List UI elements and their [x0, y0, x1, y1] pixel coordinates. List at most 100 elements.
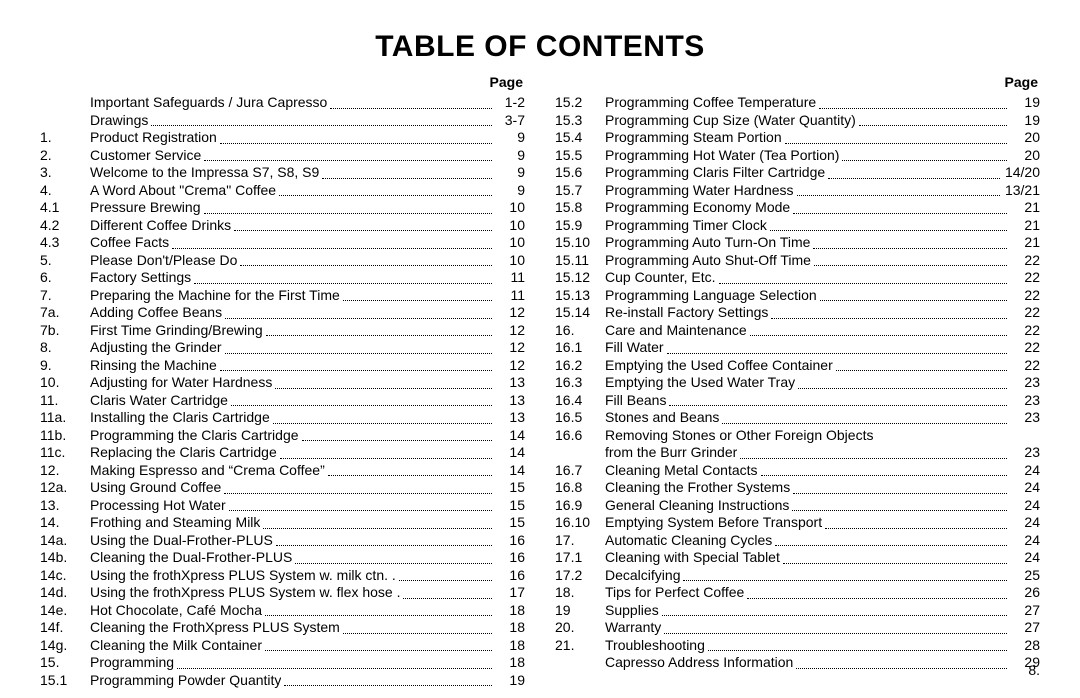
dot-leader	[683, 580, 1007, 581]
dot-leader	[172, 248, 492, 249]
toc-entry-label: Fill Water	[605, 339, 664, 357]
toc-entry: 9.Rinsing the Machine12	[40, 357, 525, 375]
toc-entry-label: Tips for Perfect Coffee	[605, 584, 744, 602]
toc-entry-label: Programming Water Hardness	[605, 182, 794, 200]
toc-entry-label: Replacing the Claris Cartridge	[90, 444, 277, 462]
dot-leader	[225, 353, 492, 354]
toc-entry: 12.Making Espresso and “Crema Coffee”14	[40, 462, 525, 480]
toc-entry-number: 15.12	[555, 269, 605, 287]
toc-entry-number: 4.1	[40, 199, 90, 217]
toc-entry: 15.14Re-install Factory Settings22	[555, 304, 1040, 322]
toc-entry: 7.Preparing the Machine for the First Ti…	[40, 287, 525, 305]
dot-leader	[280, 458, 492, 459]
toc-entry-number: 15.5	[555, 147, 605, 165]
dot-leader	[234, 230, 492, 231]
toc-entry-label: Making Espresso and “Crema Coffee”	[90, 462, 325, 480]
toc-entry-number: 20.	[555, 619, 605, 637]
toc-entry-label: Product Registration	[90, 129, 217, 147]
dot-leader	[231, 405, 492, 406]
toc-entry: 17.1Cleaning with Special Tablet24	[555, 549, 1040, 567]
toc-entry-page: 1-2	[495, 94, 525, 112]
dot-leader	[220, 143, 492, 144]
toc-entry: 16.9General Cleaning Instructions24	[555, 497, 1040, 515]
dot-leader	[783, 563, 1007, 564]
toc-entry-label: Emptying the Used Water Tray	[605, 374, 795, 392]
dot-leader	[204, 213, 493, 214]
dot-leader	[662, 615, 1007, 616]
toc-entry-page: 14	[495, 444, 525, 462]
toc-entry-number: 15.3	[555, 112, 605, 130]
toc-entry-page: 10	[495, 199, 525, 217]
dot-leader	[785, 143, 1007, 144]
toc-entry: 14b.Cleaning the Dual-Frother-PLUS16	[40, 549, 525, 567]
toc-entry: 11.Claris Water Cartridge13	[40, 392, 525, 410]
dot-leader	[265, 615, 492, 616]
dot-leader	[825, 528, 1007, 529]
toc-entry-page: 9	[495, 147, 525, 165]
toc-entry-page: 15	[495, 497, 525, 515]
toc-entry-page: 16	[495, 549, 525, 567]
toc-entry: 14.Frothing and Steaming Milk15	[40, 514, 525, 532]
dot-leader	[275, 388, 492, 389]
toc-entry-page: 13	[495, 374, 525, 392]
toc-entry: 16.5Stones and Beans23	[555, 409, 1040, 427]
toc-entry-number: 16.5	[555, 409, 605, 427]
dot-leader	[747, 598, 1007, 599]
dot-leader	[859, 125, 1007, 126]
toc-entry: 7b.First Time Grinding/Brewing12	[40, 322, 525, 340]
toc-entry: 15.2Programming Coffee Temperature19	[555, 94, 1040, 112]
toc-entry: 4.3Coffee Facts10	[40, 234, 525, 252]
toc-entry: 16.2Emptying the Used Coffee Container22	[555, 357, 1040, 375]
toc-entry-number: 15.4	[555, 129, 605, 147]
toc-columns: Page Important Safeguards / Jura Capress…	[40, 74, 1040, 689]
toc-entry-page: 22	[1010, 357, 1040, 375]
toc-entry-number: 5.	[40, 252, 90, 270]
toc-entry-page: 23	[1010, 409, 1040, 427]
toc-entry-label: Fill Beans	[605, 392, 666, 410]
dot-leader	[793, 493, 1007, 494]
toc-entry-number: 16.4	[555, 392, 605, 410]
toc-entry-page: 24	[1010, 497, 1040, 515]
toc-entry-label: Programming Claris Filter Cartridge	[605, 164, 825, 182]
toc-entry-page: 28	[1010, 637, 1040, 655]
toc-entry-page: 22	[1010, 322, 1040, 340]
toc-entry-page: 20	[1010, 147, 1040, 165]
toc-entry: 15.7Programming Water Hardness13/21	[555, 182, 1040, 200]
toc-entry: 16.Care and Maintenance22	[555, 322, 1040, 340]
toc-entry-label: Programming Cup Size (Water Quantity)	[605, 112, 856, 130]
toc-entry-label: Drawings	[90, 112, 148, 130]
toc-entry: 17.Automatic Cleaning Cycles24	[555, 532, 1040, 550]
toc-entry-number: 7b.	[40, 322, 90, 340]
dot-leader	[722, 423, 1007, 424]
toc-entry-page: 14	[495, 427, 525, 445]
toc-entry: 15.Programming18	[40, 654, 525, 672]
dot-leader	[330, 108, 492, 109]
toc-entry-label: Using the frothXpress PLUS System w. mil…	[90, 567, 396, 585]
toc-entry-page: 10	[495, 234, 525, 252]
toc-entry-number: 16.1	[555, 339, 605, 357]
toc-entry-label: Capresso Address Information	[605, 654, 793, 672]
toc-entry-page: 15	[495, 514, 525, 532]
toc-entry-label: Care and Maintenance	[605, 322, 747, 340]
toc-entry-number: 16.9	[555, 497, 605, 515]
toc-entry-page: 27	[1010, 602, 1040, 620]
toc-entry-number: 6.	[40, 269, 90, 287]
dot-leader	[770, 230, 1007, 231]
toc-entry-page: 10	[495, 217, 525, 235]
toc-entry-label: Cleaning the Milk Container	[90, 637, 262, 655]
toc-entry: 14e.Hot Chocolate, Café Mocha18	[40, 602, 525, 620]
toc-entry-page: 16	[495, 567, 525, 585]
toc-entry-page: 23	[1010, 374, 1040, 392]
toc-entry-page: 14/20	[1003, 164, 1040, 182]
dot-leader	[229, 510, 492, 511]
dot-leader	[775, 545, 1007, 546]
toc-entry-number: 16.7	[555, 462, 605, 480]
toc-entry-page: 23	[1010, 444, 1040, 462]
toc-entry-number: 15.7	[555, 182, 605, 200]
toc-entry: 15.4Programming Steam Portion20	[555, 129, 1040, 147]
toc-entry-label: First Time Grinding/Brewing	[90, 322, 263, 340]
toc-entry-number: 8.	[40, 339, 90, 357]
dot-leader	[814, 265, 1007, 266]
toc-entry-number: 17.1	[555, 549, 605, 567]
toc-entry-number: 14g.	[40, 637, 90, 655]
